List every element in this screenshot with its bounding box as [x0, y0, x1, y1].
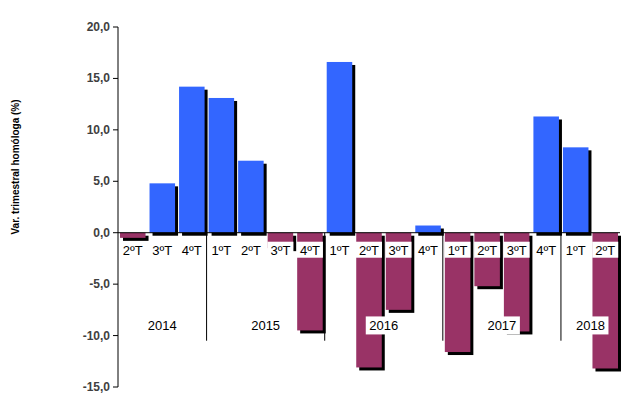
x-tick-label: 1ºT — [566, 243, 586, 258]
label-bg — [120, 242, 146, 258]
group-label: 2018 — [576, 318, 605, 333]
label-bg — [415, 242, 441, 258]
x-tick-label: 4ºT — [300, 243, 320, 258]
y-tick-label: 15,0 — [87, 71, 111, 85]
x-tick-label: 2ºT — [595, 243, 615, 258]
bar — [415, 226, 441, 233]
bar — [150, 183, 176, 232]
group-separator — [206, 233, 207, 341]
bar — [327, 62, 353, 233]
y-tick — [113, 335, 118, 336]
label-bg — [504, 242, 530, 258]
group-label: 2016 — [369, 318, 398, 333]
x-tick-label: 3ºT — [389, 243, 409, 258]
label-bg — [238, 242, 264, 258]
label-bg — [149, 242, 175, 258]
label-bg — [533, 242, 559, 258]
label-bg — [572, 316, 608, 334]
y-tick — [113, 387, 118, 388]
label-bg — [592, 242, 618, 258]
group-separator — [560, 233, 561, 341]
y-tick-label: -10,0 — [83, 329, 111, 343]
y-tick-label: 20,0 — [87, 20, 111, 34]
y-tick — [113, 181, 118, 182]
label-bg — [267, 242, 293, 258]
bar — [209, 98, 235, 233]
bar — [297, 233, 323, 331]
x-axis — [118, 232, 620, 233]
label-bg — [208, 242, 234, 258]
y-tick — [113, 78, 118, 79]
bar — [179, 87, 205, 233]
label-bg — [386, 242, 412, 258]
bar — [474, 233, 500, 286]
label-bg — [326, 242, 352, 258]
y-tick-label: 5,0 — [93, 174, 110, 188]
bar — [120, 233, 146, 238]
x-tick-label: 3ºT — [270, 243, 290, 258]
y-tick — [113, 129, 118, 130]
label-bg — [144, 316, 180, 334]
x-tick-label: 1ºT — [448, 243, 468, 258]
x-tick-label: 3ºT — [152, 243, 172, 258]
label-bg — [179, 242, 205, 258]
y-tick-label: -5,0 — [89, 277, 110, 291]
bar — [563, 147, 589, 232]
bar — [533, 116, 559, 232]
group-label: 2014 — [148, 318, 177, 333]
bars — [120, 62, 621, 372]
x-tick-label: 1ºT — [211, 243, 231, 258]
group-separator — [324, 233, 325, 341]
bar — [386, 233, 412, 310]
bar — [445, 233, 471, 352]
label-bg — [366, 316, 402, 334]
label-bg — [445, 242, 471, 258]
bar — [356, 233, 382, 368]
group-label: 2015 — [251, 318, 280, 333]
label-bg — [484, 316, 520, 334]
label-bg — [297, 242, 323, 258]
y-axis-label: Var. trimestral homóloga (%) — [10, 99, 21, 234]
x-tick-label: 2ºT — [359, 243, 379, 258]
x-tick-label: 4ºT — [536, 243, 556, 258]
y-tick-label: 0,0 — [93, 226, 110, 240]
x-tick-label: 4ºT — [182, 243, 202, 258]
x-tick-label: 3ºT — [507, 243, 527, 258]
label-bg — [563, 242, 589, 258]
label-bg — [248, 316, 284, 334]
y-tick — [113, 232, 118, 233]
y-tick — [113, 284, 118, 285]
x-tick-label: 2ºT — [123, 243, 143, 258]
x-tick-label: 2ºT — [241, 243, 261, 258]
chart: -15,0 -10,0 -5,0 0,0 5,0 10,0 15,0 20,0 Var. tri… — [0, 0, 625, 416]
bar — [238, 161, 264, 233]
y-tick-label: 10,0 — [87, 123, 111, 137]
group-separator — [442, 233, 443, 341]
x-tick-label: 1ºT — [330, 243, 350, 258]
x-tick-label: 2ºT — [477, 243, 497, 258]
label-bg — [356, 242, 382, 258]
y-tick — [113, 27, 118, 28]
y-axis — [118, 27, 119, 387]
label-bg — [474, 242, 500, 258]
x-tick-label: 4ºT — [418, 243, 438, 258]
bar — [592, 233, 618, 369]
y-tick-label: -15,0 — [83, 380, 111, 394]
group-label: 2017 — [487, 318, 516, 333]
